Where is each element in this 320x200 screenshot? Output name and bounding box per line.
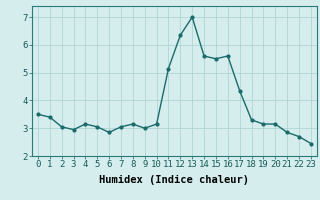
X-axis label: Humidex (Indice chaleur): Humidex (Indice chaleur) xyxy=(100,175,249,185)
